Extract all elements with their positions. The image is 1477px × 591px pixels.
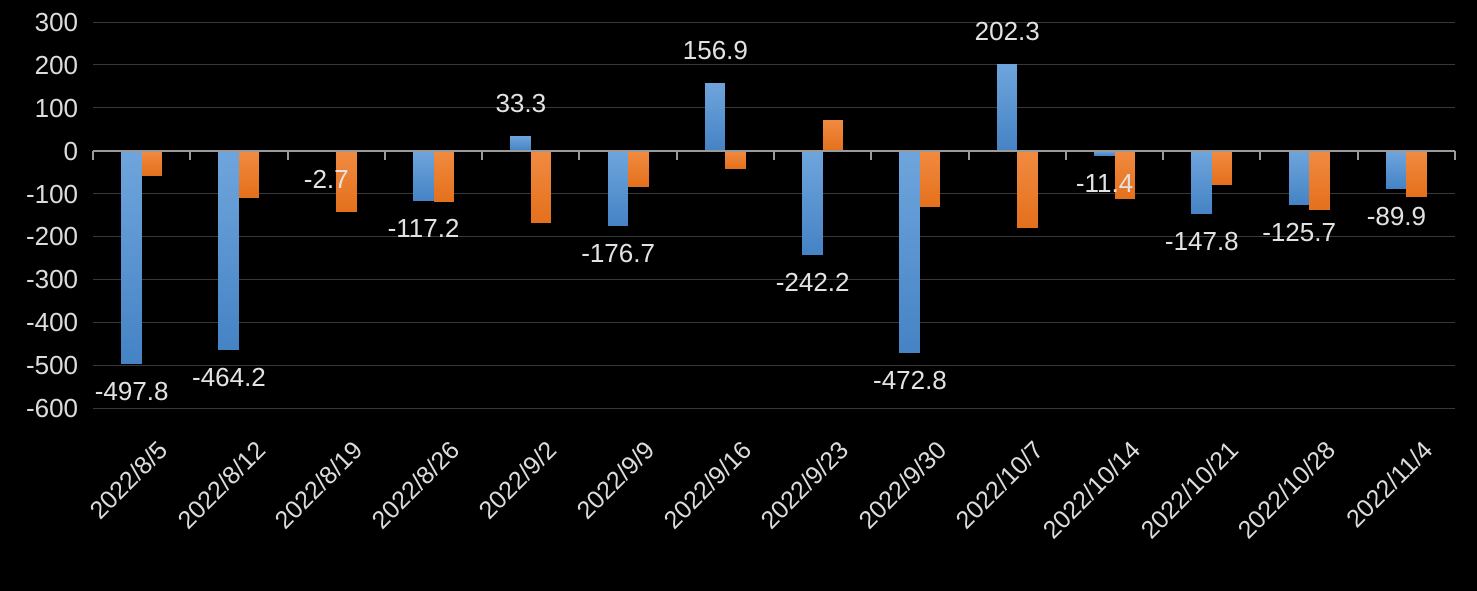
axis-tick: [578, 150, 581, 160]
axis-tick: [675, 150, 678, 160]
data-label: -89.9: [1366, 201, 1426, 232]
axis-tick: [1454, 150, 1456, 160]
data-label: 202.3: [974, 15, 1040, 46]
x-axis-label: 2022/9/23: [756, 436, 855, 535]
bar-orange-2022/9/30[interactable]: [919, 150, 941, 207]
bar-blue-2022/10/28[interactable]: [1288, 150, 1310, 205]
y-axis-label: 300: [34, 7, 78, 37]
bar-orange-2022/10/7[interactable]: [1017, 150, 1038, 229]
bar-orange-2022/10/28[interactable]: [1309, 150, 1330, 210]
bar-blue-2022/9/9[interactable]: [607, 150, 629, 227]
y-axis-label: -200: [25, 221, 78, 252]
x-axis-label: 2022/10/21: [1135, 436, 1244, 545]
axis-tick: [189, 150, 192, 160]
x-axis-label: 2022/8/5: [84, 436, 174, 525]
data-label: -497.8: [94, 376, 169, 407]
y-axis-label: -100: [25, 178, 78, 209]
x-axis-label: 2022/8/26: [366, 436, 466, 535]
data-label: -117.2: [387, 212, 460, 243]
bar-blue-2022/8/12[interactable]: [218, 150, 239, 350]
bar-blue-2022/9/2[interactable]: [510, 136, 531, 151]
x-axis-label: 2022/10/14: [1038, 436, 1147, 545]
y-axis-label: 100: [34, 92, 78, 123]
data-label: -125.7: [1262, 216, 1336, 247]
bar-orange-2022/10/14[interactable]: [1114, 150, 1135, 200]
bar-orange-2022/9/16[interactable]: [725, 150, 746, 170]
x-axis-label: 2022/11/4: [1341, 436, 1439, 534]
bar-blue-2022/8/26[interactable]: [413, 150, 434, 201]
bar-blue-2022/11/4[interactable]: [1385, 150, 1407, 190]
bar-orange-2022/9/2[interactable]: [530, 150, 552, 223]
gridline: [93, 193, 1455, 195]
bar-orange-2022/9/23[interactable]: [822, 119, 844, 151]
data-label: -2.7: [303, 163, 349, 194]
y-axis-label: -400: [25, 307, 78, 338]
axis-tick: [1162, 150, 1165, 160]
y-axis-label: -600: [25, 393, 78, 423]
gridline: [93, 407, 1455, 409]
bar-orange-2022/11/4[interactable]: [1406, 150, 1427, 197]
y-axis-label: -300: [25, 264, 78, 295]
bar-blue-2022/9/30[interactable]: [899, 150, 920, 354]
bar-orange-2022/8/12[interactable]: [238, 150, 260, 198]
x-axis-label: 2022/9/9: [571, 436, 660, 525]
gridline: [93, 321, 1455, 323]
gridline: [93, 235, 1455, 237]
bar-orange-2022/9/9[interactable]: [628, 150, 649, 188]
axis-tick: [870, 150, 873, 160]
gridline: [93, 64, 1455, 66]
axis-tick: [286, 150, 289, 160]
bar-blue-2022/8/5[interactable]: [121, 150, 142, 365]
axis-tick: [1356, 150, 1359, 160]
x-axis-label: 2022/9/30: [853, 436, 952, 535]
x-axis-label: 2022/10/7: [950, 436, 1050, 535]
bar-orange-2022/10/21[interactable]: [1211, 150, 1233, 185]
x-axis-label: 2022/9/16: [658, 436, 758, 535]
axis-tick: [92, 150, 94, 160]
gridline: [93, 364, 1455, 366]
axis-tick: [1259, 150, 1262, 160]
data-label: -464.2: [192, 361, 266, 392]
bar-blue-2022/9/16[interactable]: [704, 83, 726, 151]
data-label: 156.9: [682, 35, 748, 66]
data-label: -472.8: [873, 365, 947, 396]
bar-orange-2022/8/26[interactable]: [433, 150, 454, 202]
data-label: -147.8: [1164, 226, 1239, 257]
y-axis-label: -500: [25, 350, 78, 381]
axis-tick: [773, 150, 775, 160]
data-label: 33.3: [495, 88, 547, 119]
axis-tick: [481, 150, 484, 160]
bar-blue-2022/10/21[interactable]: [1191, 150, 1212, 215]
x-axis-label: 2022/8/19: [269, 436, 369, 535]
gridline: [93, 21, 1455, 23]
gridline: [93, 278, 1455, 280]
x-axis-label: 2022/10/28: [1232, 436, 1341, 545]
bar-orange-2022/8/19[interactable]: [336, 150, 357, 212]
x-axis-label: 2022/9/2: [473, 436, 563, 525]
axis-tick: [383, 150, 386, 160]
bar-blue-2022/10/14[interactable]: [1094, 150, 1115, 156]
x-axis-label: 2022/8/12: [172, 436, 271, 535]
y-axis-label: 0: [63, 135, 78, 166]
data-label: -176.7: [581, 238, 655, 269]
bar-blue-2022/10/7[interactable]: [996, 63, 1018, 151]
axis-tick: [1064, 150, 1067, 160]
gridline: [93, 107, 1455, 109]
bar-orange-2022/8/5[interactable]: [141, 150, 163, 177]
data-label: -11.4: [1075, 167, 1134, 198]
axis-tick: [967, 150, 970, 160]
data-label: -242.2: [775, 266, 850, 297]
y-axis-label: 200: [34, 49, 78, 80]
bar-blue-2022/9/23[interactable]: [802, 150, 823, 255]
